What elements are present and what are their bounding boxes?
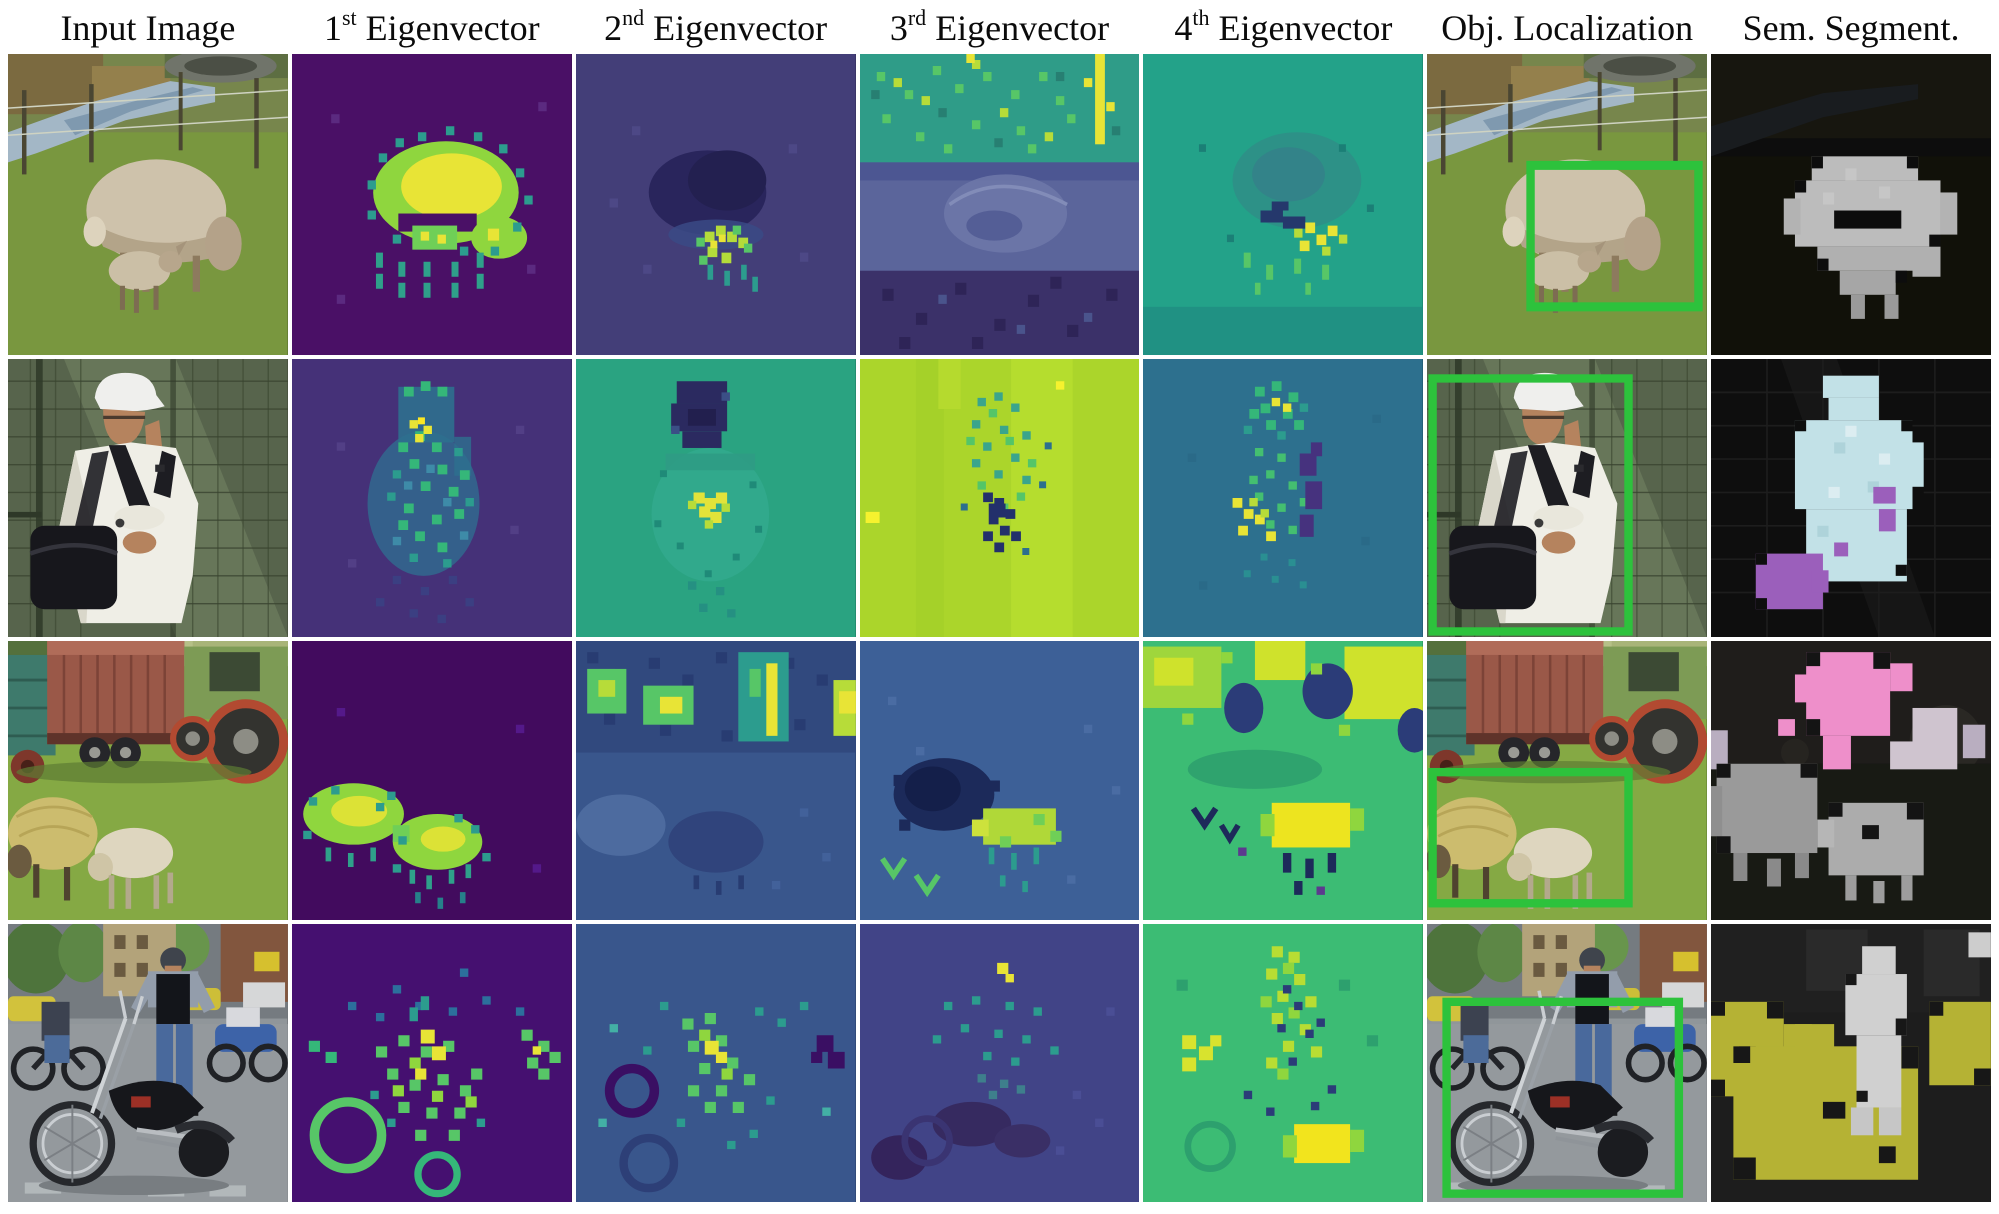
cell-r4-input-image [8, 924, 288, 1202]
cell-r4-object-localization [1427, 924, 1708, 1202]
cell-r1-semantic-segmentation [1711, 54, 1991, 355]
figure-grid [0, 54, 1999, 1202]
cell-r1-input-image [8, 54, 288, 355]
cell-r3-eigenvector-2-heatmap [575, 641, 856, 920]
cell-r3-eigenvector-3-heatmap [859, 641, 1140, 920]
cell-r2-eigenvector-3-heatmap [859, 359, 1140, 637]
cell-r1-eigenvector-4-heatmap [1143, 54, 1424, 355]
cell-r4-eigenvector-3-heatmap [859, 924, 1140, 1202]
cell-r2-eigenvector-1-heatmap [291, 359, 572, 637]
cell-r2-semantic-segmentation [1711, 359, 1991, 637]
column-header-object-localization: Obj. Localization [1441, 8, 1694, 48]
bounding-box [1428, 767, 1633, 908]
cell-r3-object-localization [1427, 641, 1708, 920]
cell-r2-object-localization [1427, 359, 1708, 637]
cell-r3-eigenvector-1-heatmap [291, 641, 572, 920]
bounding-box [1428, 374, 1633, 636]
cell-r2-eigenvector-2-heatmap [575, 359, 856, 637]
cell-r1-eigenvector-3-heatmap [859, 54, 1140, 355]
cell-r4-semantic-segmentation [1711, 924, 1991, 1202]
column-header-semantic-segmentation: Sem. Segment. [1742, 8, 1960, 48]
cell-r1-object-localization [1427, 54, 1708, 355]
column-header-input-image: Input Image [60, 8, 236, 48]
bounding-box [1442, 997, 1684, 1198]
cell-r4-eigenvector-4-heatmap [1143, 924, 1424, 1202]
cell-r3-eigenvector-4-heatmap [1143, 641, 1424, 920]
cell-r3-input-image [8, 641, 288, 920]
cell-r1-eigenvector-2-heatmap [575, 54, 856, 355]
cell-r1-eigenvector-1-heatmap [291, 54, 572, 355]
bounding-box [1526, 160, 1703, 312]
cell-r4-eigenvector-1-heatmap [291, 924, 572, 1202]
cell-r2-input-image [8, 359, 288, 637]
cell-r2-eigenvector-4-heatmap [1143, 359, 1424, 637]
cell-r4-eigenvector-2-heatmap [575, 924, 856, 1202]
cell-r3-semantic-segmentation [1711, 641, 1991, 920]
